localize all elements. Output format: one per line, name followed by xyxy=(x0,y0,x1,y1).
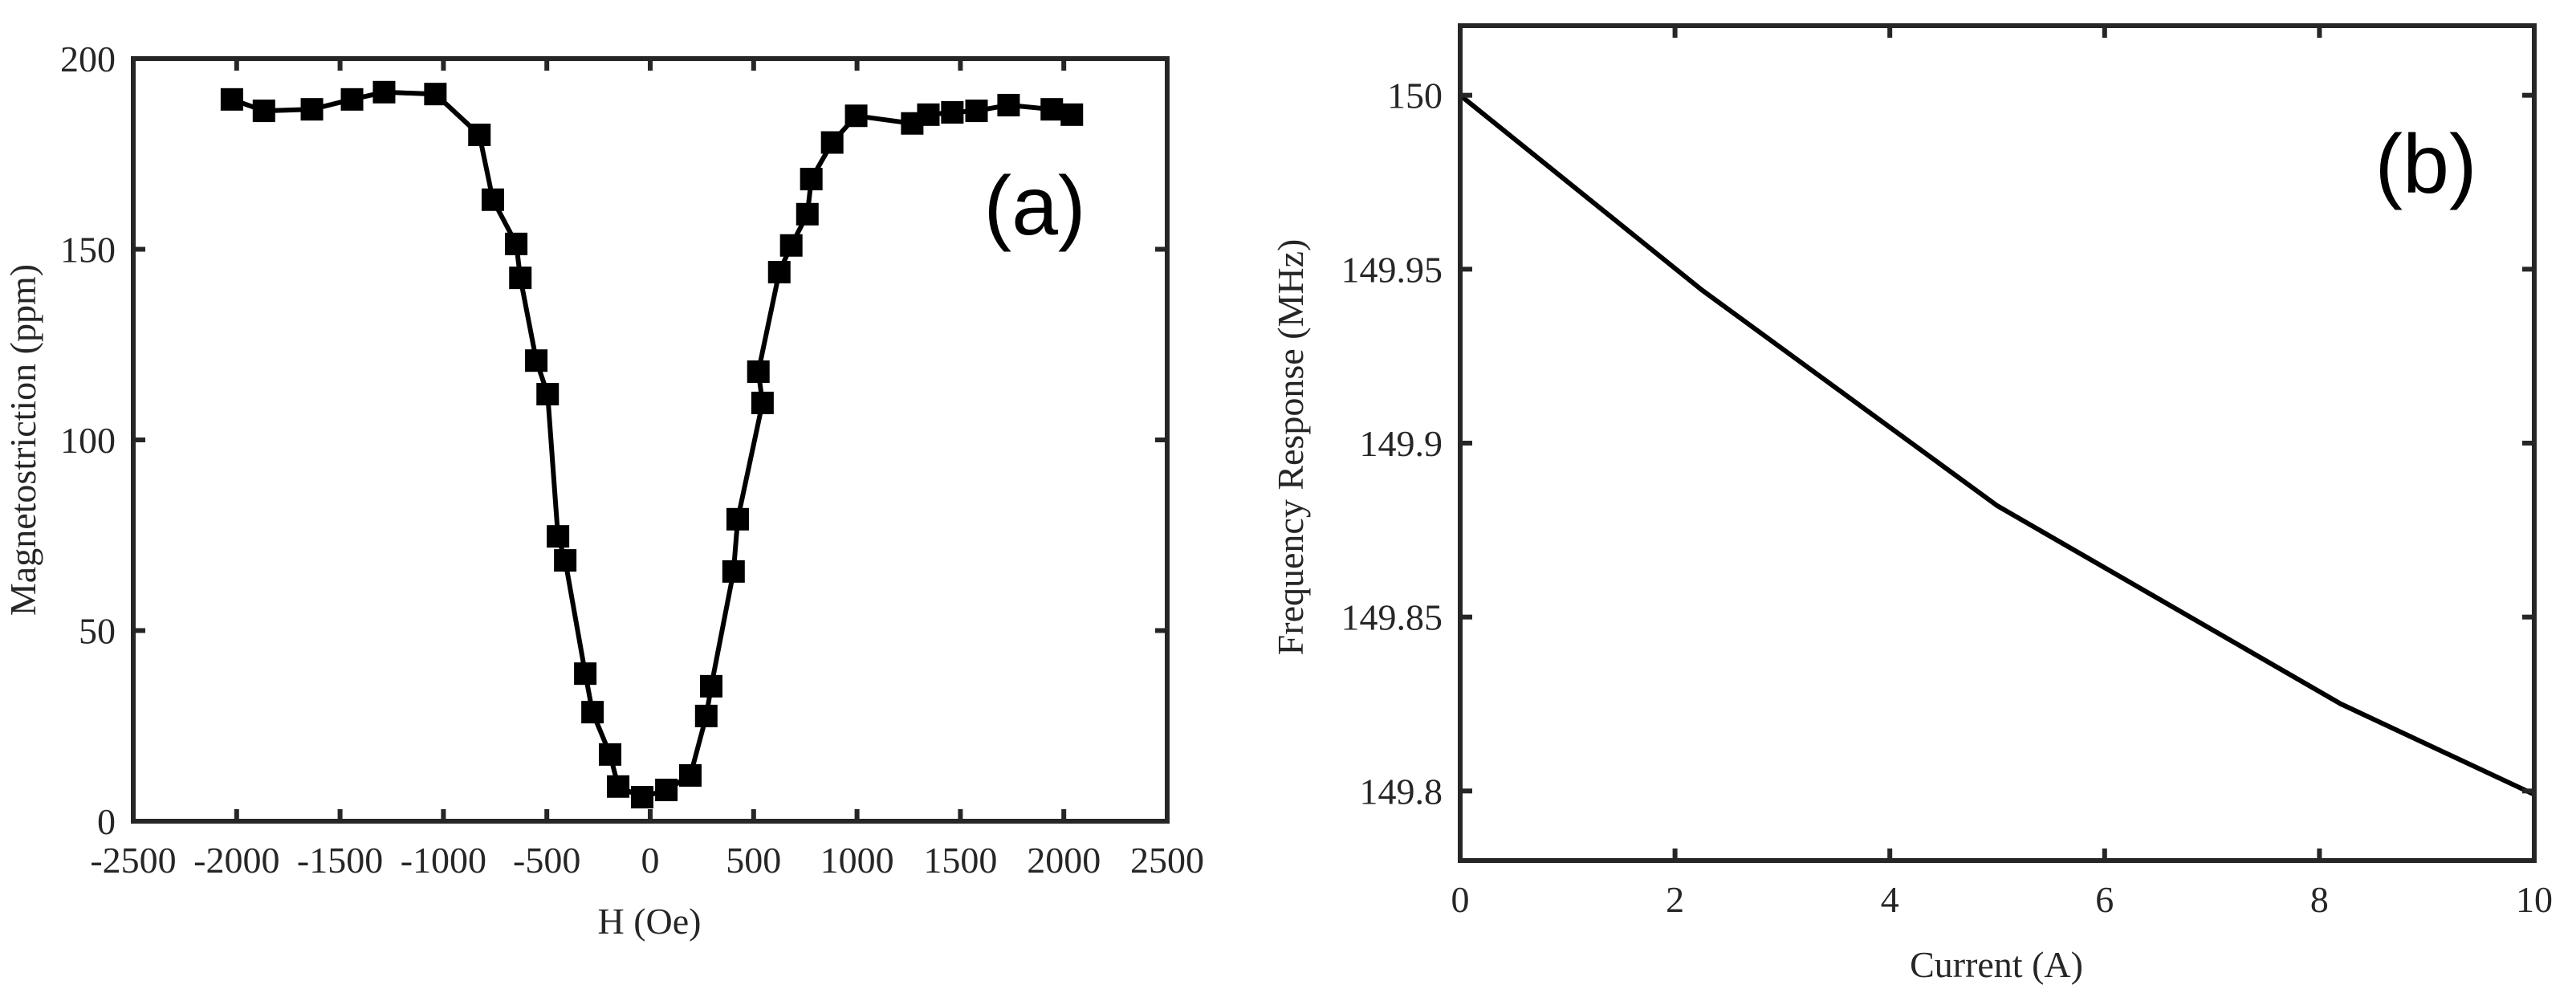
x-tick-label: -500 xyxy=(513,840,580,881)
x-tick-label: 2 xyxy=(1666,879,1684,920)
square-marker xyxy=(820,131,844,154)
square-marker xyxy=(997,93,1020,116)
square-marker xyxy=(779,234,803,257)
y-tick-label: 149.9 xyxy=(1360,423,1443,464)
panel-a-x-tick-labels: -2500 -2000 -1500 -1000 -500 0 500 1000 1500 2000… xyxy=(90,840,1204,881)
square-marker xyxy=(630,786,653,809)
square-marker xyxy=(767,261,791,283)
square-marker xyxy=(1060,103,1084,126)
square-marker xyxy=(800,168,823,191)
square-marker xyxy=(468,124,491,146)
series-line xyxy=(230,89,1072,800)
panel-a-ticks xyxy=(131,56,1170,824)
x-tick-label: 10 xyxy=(2516,879,2553,920)
square-marker xyxy=(509,267,532,290)
x-tick-label: 2000 xyxy=(1027,840,1101,881)
square-marker xyxy=(424,83,447,106)
square-marker xyxy=(547,525,570,548)
panel-a-plot-area xyxy=(220,80,1084,809)
y-tick-label: 0 xyxy=(97,801,116,842)
y-tick-label: 200 xyxy=(60,39,116,79)
x-tick-label: -1500 xyxy=(297,840,383,881)
square-marker xyxy=(481,188,504,211)
square-marker xyxy=(536,383,560,405)
panel-b-y-axis-label: Frequency Response (MHz) xyxy=(1270,239,1311,656)
square-marker xyxy=(1040,98,1064,121)
square-marker xyxy=(300,98,324,121)
square-marker xyxy=(699,674,722,698)
square-marker xyxy=(581,701,604,724)
square-marker xyxy=(722,560,745,583)
x-tick-label: -2000 xyxy=(193,840,279,881)
square-marker xyxy=(965,100,988,123)
square-marker xyxy=(694,704,718,727)
panel-b-y-tick-labels: 149.8 149.85 149.9 149.95 150 xyxy=(1341,75,1443,812)
panel-b-x-tick-labels: 0 2 4 6 8 10 xyxy=(1451,879,2554,920)
y-tick-label: 149.8 xyxy=(1360,771,1443,812)
series-line xyxy=(1459,93,2536,797)
x-tick-label: -1000 xyxy=(401,840,486,881)
panel-b-axes-box xyxy=(1458,23,2537,863)
x-tick-label: 8 xyxy=(2310,879,2329,920)
square-marker xyxy=(372,80,396,104)
square-marker xyxy=(252,100,275,123)
square-marker xyxy=(796,202,819,226)
x-tick-label: 0 xyxy=(1451,879,1470,920)
panel-a-x-axis-label: H (Oe) xyxy=(598,901,702,942)
x-tick-label: 1000 xyxy=(820,840,894,881)
square-marker xyxy=(844,104,868,128)
y-tick-label: 50 xyxy=(79,611,116,652)
y-tick-label: 150 xyxy=(1387,75,1443,116)
panel-a-y-tick-labels: 0 50 100 150 200 xyxy=(60,39,116,842)
x-tick-label: 4 xyxy=(1881,879,1899,920)
y-tick-label: 150 xyxy=(60,230,116,271)
square-marker xyxy=(554,549,577,572)
x-tick-label: 0 xyxy=(641,840,660,881)
panel-b-ticks xyxy=(1458,26,2537,861)
square-marker xyxy=(599,743,622,766)
square-marker xyxy=(505,232,528,255)
panel-b-frequency-response-chart: 0 2 4 6 8 10 149.8 149.85 149.9 149.95 150 Curren… xyxy=(1270,23,2554,985)
y-tick-label: 100 xyxy=(60,420,116,461)
panel-a-magnetostriction-chart: -2500 -2000 -1500 -1000 -500 0 500 1000 1500 2000… xyxy=(2,39,1204,942)
square-marker xyxy=(220,87,243,111)
x-tick-label: 6 xyxy=(2095,879,2114,920)
panel-b-x-axis-label: Current (A) xyxy=(1910,944,2083,985)
square-marker xyxy=(751,391,774,414)
square-marker xyxy=(678,764,702,787)
square-marker xyxy=(747,360,770,383)
panel-a-y-axis-label: Magnetostriction (ppm) xyxy=(2,264,43,616)
square-marker xyxy=(340,87,364,111)
panel-a-annotation: (a) xyxy=(983,160,1085,253)
panel-b-plot-area xyxy=(1459,93,2536,797)
square-marker xyxy=(607,775,630,798)
square-marker xyxy=(726,507,749,531)
y-tick-label: 149.85 xyxy=(1341,597,1443,638)
square-marker xyxy=(525,349,548,372)
x-tick-label: -2500 xyxy=(90,840,176,881)
square-marker xyxy=(574,662,597,686)
square-marker xyxy=(917,103,940,126)
square-marker xyxy=(941,100,964,124)
panel-b-annotation: (b) xyxy=(2375,118,2476,211)
y-tick-label: 149.95 xyxy=(1341,249,1443,290)
x-tick-label: 500 xyxy=(726,840,781,881)
square-marker xyxy=(655,779,678,802)
x-tick-label: 1500 xyxy=(923,840,997,881)
x-tick-label: 2500 xyxy=(1130,840,1204,881)
